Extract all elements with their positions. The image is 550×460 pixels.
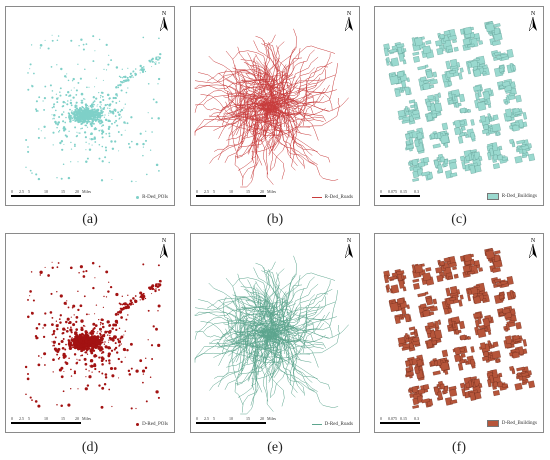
map-panel-b: N 0 2.5 5 10 15 20 Miles R-Ded_Roads (190, 6, 360, 206)
north-arrow-icon: N (159, 238, 169, 260)
scale-bar: 0 0.075 0.15 0.3 (380, 189, 425, 199)
north-arrow-icon: N (344, 238, 354, 260)
caption-b: (b) (266, 212, 284, 227)
road-symbol-icon (311, 197, 322, 198)
poi-points (24, 261, 162, 410)
north-arrow-icon: N (344, 11, 354, 33)
road-symbol-icon (311, 424, 322, 425)
map-legend: R-Ded_Roads (311, 195, 353, 200)
road-map-e (194, 255, 349, 415)
poi-symbol-icon (136, 423, 140, 426)
map-legend: R-Ded_Buildings (486, 193, 537, 200)
road-network (194, 28, 349, 188)
building-map-c (383, 20, 536, 182)
scale-bar: 0 2.5 5 10 15 20 Miles (196, 189, 276, 199)
north-arrow-icon: N (528, 11, 538, 33)
scale-bar: 0 2.5 5 10 15 20 Miles (11, 189, 91, 199)
building-map-f (383, 247, 536, 409)
caption-c: (c) (451, 212, 467, 227)
poi-map-a (25, 34, 162, 183)
north-arrow-icon: N (528, 238, 538, 260)
poi-map-d (24, 261, 162, 410)
map-panel-f: N 0 0.075 0.15 0.3 D-Red_Buildings (374, 233, 544, 433)
map-legend: D-Red_Buildings (486, 420, 537, 427)
building-footprints (383, 247, 536, 409)
map-legend: D-Red_Roads (311, 422, 353, 427)
map-legend: R-Ded_POIs (136, 195, 168, 200)
road-network (194, 255, 349, 415)
caption-f: (f) (452, 440, 466, 455)
scale-bar: 0 2.5 5 10 15 20 Miles (196, 416, 276, 426)
road-map-b (194, 28, 349, 188)
building-symbol-icon (486, 193, 499, 200)
building-symbol-icon (486, 420, 499, 427)
caption-a: (a) (82, 212, 98, 227)
caption-e: (e) (267, 440, 283, 455)
caption-d: (d) (81, 440, 99, 455)
scale-bar: 0 0.075 0.15 0.3 (380, 416, 425, 426)
scale-bar: 0 2.5 5 10 15 20 Miles (11, 416, 91, 426)
map-panel-e: N 0 2.5 5 10 15 20 Miles D-Red_Roads (190, 233, 360, 433)
poi-symbol-icon (136, 196, 140, 199)
map-panel-d: N 0 2.5 5 10 15 20 Miles D-Red_POIs (5, 233, 175, 433)
map-panel-a: N 0 2.5 5 10 15 20 Miles R-Ded_POIs (5, 6, 175, 206)
poi-points (25, 34, 162, 183)
map-panel-c: N 0 0.075 0.15 0.3 R-Ded_Buildings (374, 6, 544, 206)
map-legend: D-Red_POIs (136, 422, 168, 427)
north-arrow-icon: N (159, 11, 169, 33)
building-footprints (383, 20, 536, 182)
